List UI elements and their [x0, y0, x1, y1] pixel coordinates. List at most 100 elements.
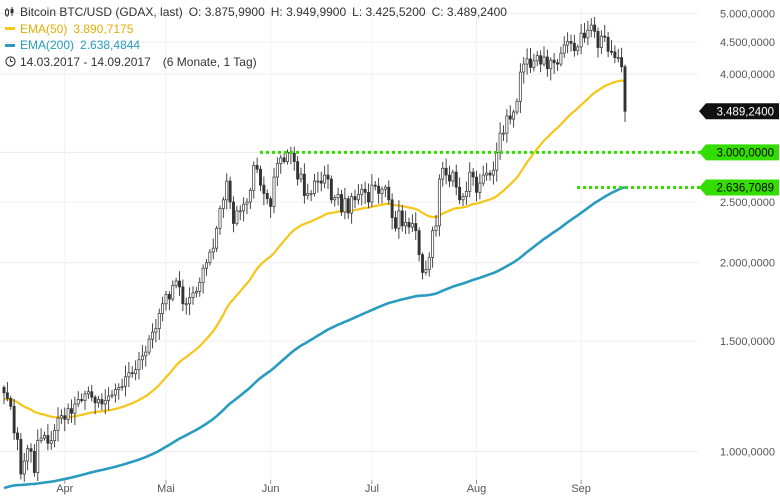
candle — [350, 192, 354, 224]
candle — [454, 164, 458, 196]
candle — [363, 181, 367, 205]
y-tick-label: 4.000,0000 — [720, 69, 775, 81]
ema50-swatch — [5, 27, 15, 31]
candle — [164, 290, 168, 311]
high-value: H: 3.949,9900 — [270, 5, 347, 19]
candle-body — [208, 251, 212, 264]
candle-body — [174, 280, 178, 286]
y-tick-label: 1.000,0000 — [720, 446, 775, 458]
candle — [387, 180, 391, 205]
candle — [12, 398, 16, 440]
candle — [620, 47, 624, 73]
candle — [495, 142, 499, 182]
candle-body — [86, 391, 90, 395]
candle-body — [346, 198, 350, 214]
candle-body — [410, 223, 414, 228]
candle-body — [556, 62, 559, 65]
candle — [53, 424, 57, 448]
candle — [458, 177, 462, 205]
candle — [606, 31, 610, 58]
candle — [316, 172, 320, 193]
candle-body — [508, 115, 512, 120]
candle — [623, 64, 627, 122]
candle — [424, 260, 428, 276]
candle — [29, 443, 33, 463]
candle-body — [130, 372, 134, 375]
candle-body — [390, 199, 394, 219]
candle-body — [53, 430, 57, 442]
y-tick-label: 2.000,0000 — [720, 258, 775, 270]
candle — [157, 308, 161, 340]
ema200-swatch — [5, 43, 15, 47]
candle — [610, 40, 613, 56]
candle — [559, 46, 563, 67]
candle — [434, 215, 438, 237]
candle-body — [221, 199, 225, 209]
candle-body — [59, 415, 63, 419]
candle — [421, 252, 424, 280]
candle — [208, 249, 212, 266]
candle-body — [36, 440, 40, 473]
candle — [124, 365, 127, 397]
candle-body — [90, 391, 94, 398]
candle — [475, 170, 478, 202]
candle-body — [417, 230, 421, 256]
candle — [593, 16, 597, 38]
candle — [441, 162, 445, 187]
candle — [76, 391, 80, 408]
candle-body — [495, 152, 499, 171]
candle-body — [522, 63, 526, 73]
candle — [289, 146, 293, 165]
candle — [151, 323, 154, 349]
candle-body — [350, 196, 354, 214]
candle-body — [373, 184, 377, 187]
candle-body — [532, 60, 536, 68]
candle-body — [157, 313, 161, 329]
candle — [39, 428, 43, 444]
candle — [215, 225, 219, 253]
candle-body — [22, 460, 26, 475]
candle-body — [262, 184, 266, 194]
candle-body — [127, 372, 131, 378]
candle — [184, 297, 188, 315]
candle-body — [201, 267, 205, 283]
candle — [586, 20, 590, 46]
candle-body — [265, 193, 269, 200]
chart-grid — [0, 8, 698, 480]
candle — [535, 51, 539, 67]
x-tick-label: Aug — [467, 483, 487, 495]
candle — [552, 53, 556, 74]
candle — [502, 125, 505, 141]
ema200-value: 2.638,4844 — [80, 38, 141, 52]
symbol-name: Bitcoin BTC/USD (GDAX, last) — [20, 5, 183, 19]
candle-body — [397, 210, 401, 229]
ema200-layer — [3, 186, 626, 490]
candle-body — [451, 171, 455, 182]
low-value: L: 3.425,5200 — [352, 5, 426, 19]
candle-body — [296, 161, 300, 180]
candle-body — [154, 328, 158, 333]
candle-body — [360, 188, 364, 195]
x-axis: Apr Mai Jun Jul Aug Sep — [56, 480, 591, 495]
candle-body — [414, 223, 418, 232]
period-interval: (6 Monate, 1 Tag) — [162, 54, 257, 69]
candle-body — [518, 71, 522, 102]
candle-body — [545, 56, 549, 70]
candle — [576, 44, 580, 56]
candle — [80, 393, 84, 403]
candle-body — [144, 351, 148, 357]
candle-body — [198, 282, 202, 292]
candle — [259, 165, 262, 192]
candle-body — [252, 165, 256, 191]
candle — [485, 162, 489, 181]
candle — [5, 382, 9, 402]
candle-body — [282, 157, 286, 162]
candle — [103, 389, 107, 415]
candle — [410, 214, 414, 233]
candle-body — [356, 194, 360, 201]
candle-body — [613, 51, 617, 58]
candle-body — [2, 387, 6, 394]
candle — [43, 431, 46, 441]
candle — [488, 170, 492, 181]
